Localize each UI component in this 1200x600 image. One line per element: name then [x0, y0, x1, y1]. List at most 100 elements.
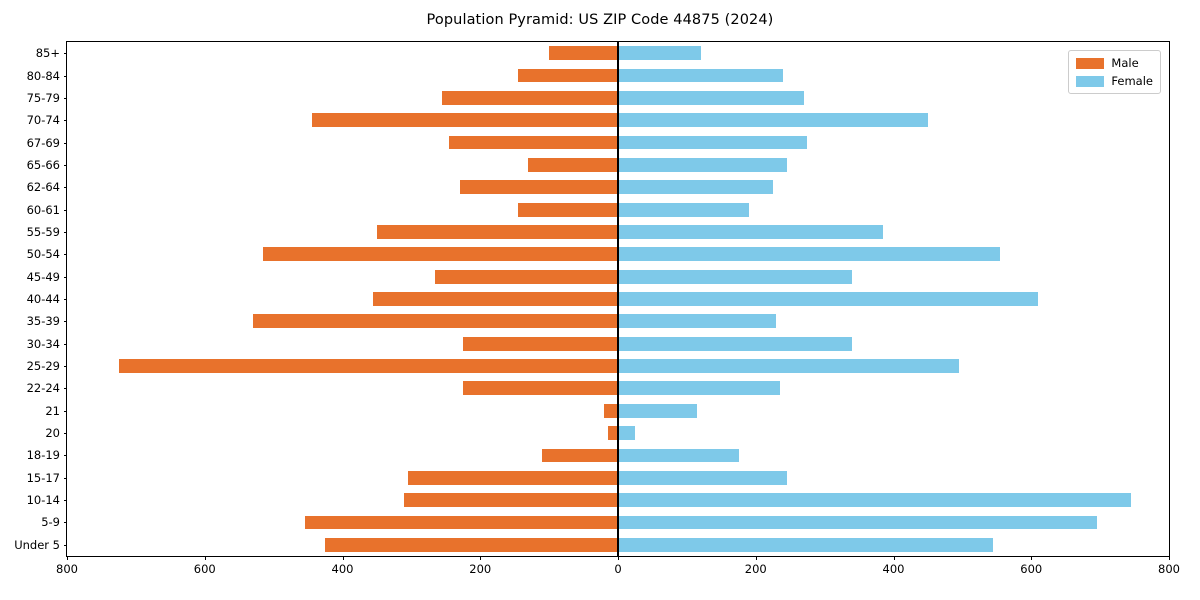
bar-male	[373, 292, 618, 306]
x-axis-tick	[342, 556, 344, 560]
y-axis-tick-label: 60-61	[26, 202, 60, 217]
x-axis-tick-label: 800	[1158, 562, 1180, 576]
pyramid-row	[67, 68, 1169, 83]
pyramid-row	[67, 426, 1169, 440]
bar-male	[518, 202, 618, 217]
y-axis-tick-label: 40-44	[26, 292, 60, 306]
bar-female	[618, 515, 1097, 530]
legend-swatch-male	[1076, 57, 1105, 69]
y-axis-tick	[63, 299, 67, 300]
y-axis-tick-label: 65-66	[26, 157, 60, 172]
bar-female	[618, 202, 749, 217]
y-axis-tick	[63, 410, 67, 412]
bar-male	[449, 135, 618, 150]
y-axis-tick	[63, 209, 67, 211]
y-axis-tick	[63, 388, 67, 390]
pyramid-row	[67, 314, 1169, 329]
y-axis-tick	[63, 120, 67, 122]
pyramid-row	[67, 359, 1169, 373]
y-axis-tick-label: 62-64	[26, 180, 60, 195]
y-axis-tick	[63, 187, 67, 189]
y-axis-tick-label: 70-74	[26, 113, 60, 128]
y-axis-tick-label: 35-39	[26, 314, 60, 329]
y-axis-tick	[63, 433, 67, 435]
bar-female	[618, 448, 739, 463]
pyramid-row	[67, 247, 1169, 262]
y-axis-tick-label: 20	[45, 426, 60, 441]
pyramid-row	[67, 269, 1169, 284]
pyramid-row	[67, 448, 1169, 463]
y-axis-tick-label: 45-49	[26, 269, 60, 284]
y-axis-tick	[63, 366, 67, 368]
bar-male	[376, 225, 618, 239]
bar-female	[618, 46, 701, 61]
pyramid-row	[67, 225, 1169, 239]
pyramid-row	[67, 135, 1169, 150]
bars-layer	[67, 42, 1169, 556]
y-axis-tick	[63, 500, 67, 502]
y-axis-tick	[63, 477, 67, 479]
y-axis-tick-label: 67-69	[26, 135, 60, 150]
bar-male	[463, 381, 618, 396]
pyramid-row	[67, 493, 1169, 508]
bar-female	[618, 493, 1132, 508]
pyramid-row	[67, 292, 1169, 306]
pyramid-row	[67, 336, 1169, 351]
y-axis-tick	[63, 97, 67, 99]
y-axis-tick	[63, 53, 67, 55]
bar-female	[618, 135, 808, 150]
y-axis-tick	[63, 254, 67, 256]
pyramid-row	[67, 180, 1169, 195]
bar-female	[618, 225, 884, 239]
bar-male	[304, 515, 618, 530]
y-axis-tick	[63, 455, 67, 457]
bar-female	[618, 537, 994, 552]
chart-legend: Male Female	[1068, 50, 1161, 94]
bar-female	[618, 314, 777, 329]
bar-male	[263, 247, 618, 262]
bar-female	[618, 247, 1001, 262]
bar-female	[618, 157, 787, 172]
y-axis-tick-label: 21	[45, 403, 60, 418]
x-axis-tick-label: 200	[469, 562, 492, 576]
y-axis-tick	[63, 276, 67, 278]
pyramid-row	[67, 157, 1169, 172]
x-axis-tick	[1169, 556, 1170, 560]
y-axis-tick-label: Under 5	[14, 537, 60, 552]
bar-female	[618, 90, 804, 105]
pyramid-row	[67, 403, 1169, 418]
y-axis-tick	[63, 231, 67, 233]
bar-male	[404, 493, 618, 508]
chart-title: Population Pyramid: US ZIP Code 44875 (2…	[426, 12, 774, 28]
x-axis-tick-label: 0	[614, 562, 622, 576]
y-axis-tick-label: 75-79	[26, 90, 60, 105]
x-axis-tick-label: 800	[56, 562, 78, 576]
y-axis-tick	[63, 164, 67, 166]
y-axis-tick-label: 85+	[35, 46, 60, 61]
plot-area: Under 5 5-9 10-14 15-17 18-19 20 21 22-24 25-29 3…	[14, 41, 1180, 576]
pyramid-row	[67, 515, 1169, 530]
bar-male	[463, 336, 618, 351]
bar-female	[618, 470, 787, 485]
y-axis-tick-label: 50-54	[26, 247, 60, 262]
bar-male	[407, 470, 618, 485]
y-axis-tick-label: 55-59	[26, 224, 60, 239]
x-axis-tick-label: 400	[331, 562, 354, 576]
x-axis-tick	[755, 556, 757, 560]
bar-male	[442, 90, 618, 105]
y-axis-tick-label: 80-84	[26, 68, 60, 83]
legend-swatch-female	[1076, 75, 1105, 87]
bar-male	[549, 46, 618, 61]
bar-female	[618, 113, 928, 128]
bar-male	[518, 68, 618, 83]
pyramid-row	[67, 202, 1169, 217]
legend-entry-male: Male	[1076, 56, 1153, 70]
y-axis-tick-label: 22-24	[26, 381, 60, 396]
bar-male	[528, 157, 618, 172]
bar-male	[542, 448, 618, 463]
x-axis-tick	[618, 556, 619, 560]
x-axis-tick	[204, 556, 206, 560]
bar-male	[325, 537, 618, 552]
y-axis-tick-label: 18-19	[26, 448, 60, 463]
x-axis-tick-label: 400	[882, 562, 905, 576]
